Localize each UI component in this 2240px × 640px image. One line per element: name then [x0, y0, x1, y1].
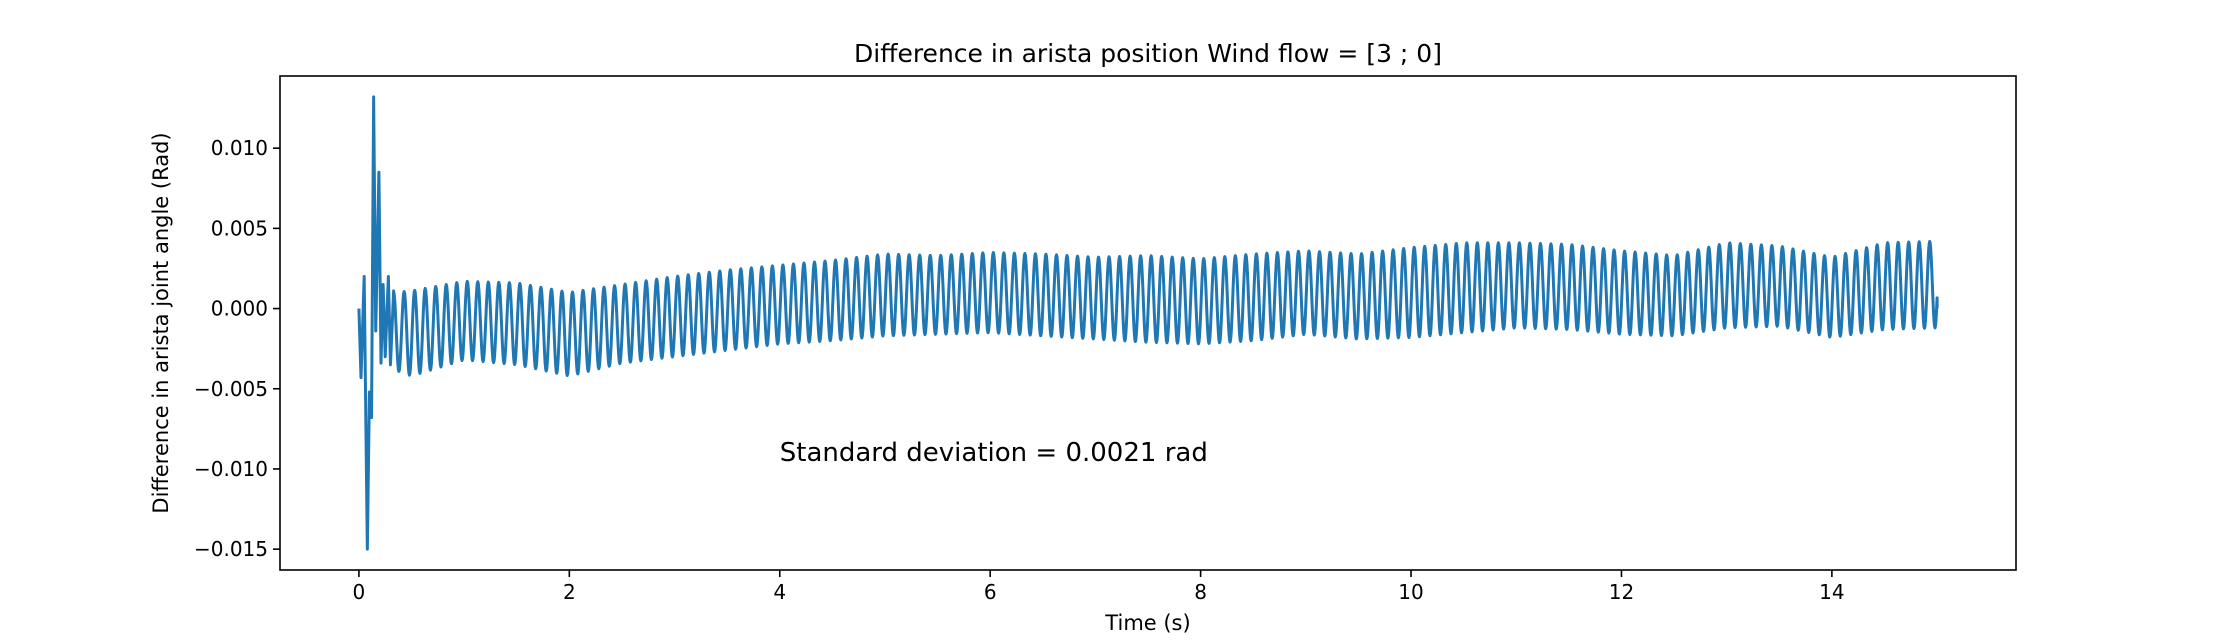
x-tick-label: 0	[353, 580, 366, 604]
y-tick-label: −0.015	[194, 537, 268, 561]
y-tick-label: 0.005	[211, 216, 268, 240]
x-tick-label: 2	[563, 580, 576, 604]
x-tick-label: 4	[773, 580, 786, 604]
x-tick-label: 12	[1609, 580, 1634, 604]
x-axis-ticks: 0 2 4 6 8 10 12 14	[353, 570, 1845, 604]
x-tick-label: 10	[1398, 580, 1423, 604]
y-tick-label: −0.005	[194, 377, 268, 401]
plot-frame	[279, 75, 2017, 571]
series-line	[357, 95, 1939, 551]
y-tick-label: 0.010	[211, 136, 268, 160]
x-axis-label: Time (s)	[1104, 611, 1190, 635]
y-axis-label: Difference in arista joint angle (Rad)	[149, 132, 173, 513]
x-tick-label: 14	[1819, 580, 1844, 604]
chart-title: Difference in arista position Wind flow …	[854, 39, 1442, 68]
y-axis-ticks: 0.010 0.005 0.000 −0.005 −0.010 −0.015	[194, 136, 280, 561]
y-tick-label: 0.000	[211, 297, 268, 321]
y-tick-label: −0.010	[194, 457, 268, 481]
x-tick-label: 8	[1194, 580, 1207, 604]
std-annotation: Standard deviation = 0.0021 rad	[780, 438, 1208, 468]
x-tick-label: 6	[984, 580, 997, 604]
